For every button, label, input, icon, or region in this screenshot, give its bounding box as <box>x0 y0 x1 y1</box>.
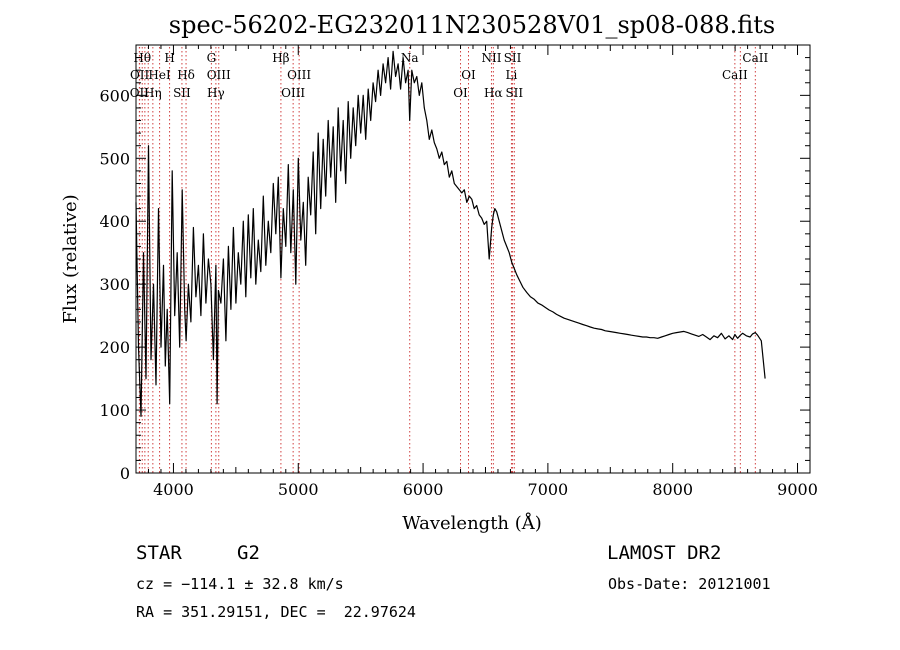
line-marker-label: Hβ <box>272 51 289 65</box>
y-tick-label: 300 <box>99 275 130 294</box>
spectral-line-labels: OII OII Hθ Hη HeI H SII Hδ G Hγ OIII Hβ OIII OIII Na OI… <box>130 51 769 100</box>
x-axis-label: Wavelength (Å) <box>402 512 542 534</box>
line-marker-label: Hγ <box>207 86 225 100</box>
line-marker-label: Hθ <box>133 51 151 65</box>
y-tick-label: 0 <box>120 464 130 483</box>
x-tick-label: 8000 <box>652 480 693 499</box>
line-marker-label: SII <box>504 51 522 65</box>
object-subclass: G2 <box>237 542 260 564</box>
redshift-velocity: cz = −114.1 ± 32.8 km/s <box>136 575 344 593</box>
y-axis-label: Flux (relative) <box>60 194 81 323</box>
survey-name: LAMOST DR2 <box>607 542 722 564</box>
line-marker-label: OII <box>130 68 150 82</box>
x-tick-label: 4000 <box>153 480 194 499</box>
spectrum-line <box>135 50 766 417</box>
y-tick-label: 500 <box>99 149 130 168</box>
plot-frame <box>135 44 811 474</box>
y-axis-ticks: 0 100 200 300 400 500 600 <box>99 44 810 483</box>
line-marker-label: OIII <box>287 68 311 82</box>
x-tick-label: 6000 <box>403 480 444 499</box>
line-marker-label: Li <box>506 68 518 82</box>
line-marker-label: OI <box>453 86 468 100</box>
y-tick-label: 400 <box>99 212 130 231</box>
y-tick-label: 100 <box>99 401 130 420</box>
object-class: STAR <box>136 542 182 564</box>
spectral-line-markers <box>138 47 756 473</box>
line-marker-label: OIII <box>207 68 231 82</box>
y-tick-label: 600 <box>99 86 130 105</box>
line-marker-label: Hα <box>484 86 503 100</box>
x-tick-label: 7000 <box>528 480 569 499</box>
x-tick-label: 5000 <box>278 480 319 499</box>
line-marker-label: HeI <box>148 68 171 82</box>
line-marker-label: CaII <box>742 51 768 65</box>
line-marker-label: SII <box>173 86 191 100</box>
line-marker-label: OIII <box>281 86 305 100</box>
line-marker-label: CaII <box>722 68 748 82</box>
y-tick-label: 200 <box>99 338 130 357</box>
x-tick-label: 9000 <box>777 480 818 499</box>
observation-date: Obs-Date: 20121001 <box>608 575 771 593</box>
line-marker-label: G <box>207 51 217 65</box>
chart-title: spec-56202-EG232011N230528V01_sp08-088.f… <box>169 11 775 39</box>
line-marker-label: OI <box>461 68 476 82</box>
coordinates: RA = 351.29151, DEC = 22.97624 <box>136 603 416 621</box>
x-axis-ticks: 4000 5000 6000 7000 8000 9000 <box>135 45 818 499</box>
line-marker-label: OII <box>130 86 150 100</box>
line-marker-label: Hη <box>144 86 162 100</box>
line-marker-label: SII <box>505 86 523 100</box>
line-marker-label: Hδ <box>177 68 195 82</box>
line-marker-label: H <box>164 51 174 65</box>
line-marker-label: NII <box>481 51 501 65</box>
line-marker-label: Na <box>401 51 419 65</box>
